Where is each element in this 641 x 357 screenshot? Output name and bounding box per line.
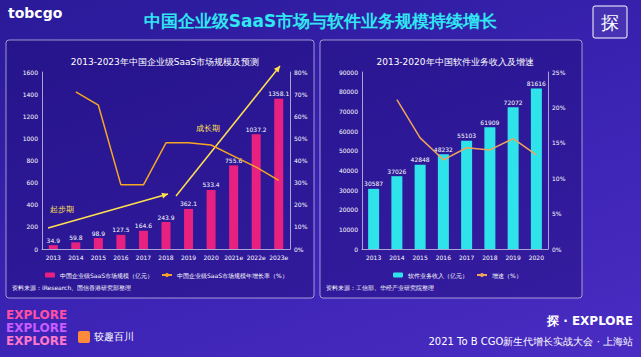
- svg-text:42848: 42848: [411, 156, 430, 163]
- svg-text:探: 探: [601, 12, 619, 33]
- svg-text:600: 600: [27, 179, 39, 186]
- svg-text:2013-2020年中国软件业务收入及增速: 2013-2020年中国软件业务收入及增速: [376, 57, 533, 67]
- svg-text:中国企业级SaaS市场与软件业务规模持续增长: 中国企业级SaaS市场与软件业务规模持续增长: [144, 11, 498, 31]
- svg-text:0%: 0%: [552, 246, 562, 253]
- svg-text:90000: 90000: [339, 69, 358, 76]
- svg-text:70%: 70%: [294, 91, 308, 98]
- svg-text:30%: 30%: [294, 179, 308, 186]
- svg-text:2020: 2020: [529, 254, 544, 261]
- svg-text:30587: 30587: [364, 180, 383, 187]
- svg-text:1358.1: 1358.1: [268, 90, 289, 97]
- svg-text:80000: 80000: [339, 88, 358, 95]
- svg-text:2013: 2013: [46, 254, 61, 261]
- svg-text:1000: 1000: [23, 135, 38, 142]
- svg-text:EXPLORE: EXPLORE: [6, 321, 67, 335]
- svg-text:48232: 48232: [434, 146, 453, 153]
- svg-text:81616: 81616: [527, 80, 546, 87]
- svg-text:50%: 50%: [294, 135, 308, 142]
- svg-text:1400: 1400: [23, 91, 38, 98]
- svg-text:较趣百川: 较趣百川: [94, 331, 134, 342]
- svg-text:2019: 2019: [181, 254, 196, 261]
- svg-text:中国企业级SaaS市场规模年增长率（%）: 中国企业级SaaS市场规模年增长率（%）: [177, 272, 288, 280]
- svg-text:20%: 20%: [552, 104, 566, 111]
- svg-text:40000: 40000: [339, 167, 358, 174]
- svg-text:2013: 2013: [366, 254, 381, 261]
- svg-text:2020: 2020: [203, 254, 218, 261]
- svg-text:20%: 20%: [294, 201, 308, 208]
- svg-text:2017: 2017: [459, 254, 474, 261]
- svg-text:2017: 2017: [136, 254, 151, 261]
- svg-text:2021 To B CGO新生代增长实战大会 · 上海站: 2021 To B CGO新生代增长实战大会 · 上海站: [428, 336, 633, 347]
- svg-text:2013-2023年中国企业级SaaS市场规模及预测: 2013-2023年中国企业级SaaS市场规模及预测: [71, 57, 260, 67]
- svg-text:2014: 2014: [389, 254, 404, 261]
- svg-text:资料来源：iResearch、国信香港研究部整理: 资料来源：iResearch、国信香港研究部整理: [12, 284, 131, 291]
- svg-text:起步期: 起步期: [50, 205, 74, 214]
- svg-text:2015: 2015: [412, 254, 427, 261]
- svg-text:127.5: 127.5: [112, 226, 129, 233]
- svg-text:2019: 2019: [505, 254, 520, 261]
- svg-text:1600: 1600: [23, 69, 38, 76]
- svg-text:tobcgo: tobcgo: [8, 5, 63, 21]
- svg-text:61909: 61909: [480, 119, 499, 126]
- svg-text:2014: 2014: [68, 254, 83, 261]
- svg-text:60%: 60%: [294, 113, 308, 120]
- svg-text:中国企业级SaaS市场规模（亿元）: 中国企业级SaaS市场规模（亿元）: [60, 272, 153, 280]
- svg-text:40%: 40%: [294, 157, 308, 164]
- svg-text:2018: 2018: [482, 254, 497, 261]
- svg-text:800: 800: [27, 157, 39, 164]
- svg-text:1037.2: 1037.2: [246, 126, 267, 133]
- svg-text:37026: 37026: [387, 168, 406, 175]
- svg-text:70000: 70000: [339, 108, 358, 115]
- svg-text:2021e: 2021e: [224, 254, 243, 261]
- svg-text:5%: 5%: [552, 210, 562, 217]
- svg-text:0: 0: [34, 246, 38, 253]
- svg-text:60000: 60000: [339, 128, 358, 135]
- svg-text:探 · EXPLORE: 探 · EXPLORE: [546, 314, 633, 328]
- svg-text:10000: 10000: [339, 226, 358, 233]
- svg-text:98.9: 98.9: [92, 230, 106, 237]
- svg-text:755.6: 755.6: [225, 157, 242, 164]
- svg-text:2023e: 2023e: [269, 254, 288, 261]
- svg-text:533.4: 533.4: [202, 181, 219, 188]
- svg-text:80%: 80%: [294, 69, 308, 76]
- svg-text:2016: 2016: [113, 254, 128, 261]
- svg-text:资料来源：工信部、华经产业研究院整理: 资料来源：工信部、华经产业研究院整理: [326, 284, 434, 291]
- svg-text:164.6: 164.6: [135, 222, 152, 229]
- svg-text:10%: 10%: [294, 223, 308, 230]
- svg-text:2022e: 2022e: [247, 254, 266, 261]
- svg-text:15%: 15%: [552, 139, 566, 146]
- svg-text:50000: 50000: [339, 147, 358, 154]
- svg-text:400: 400: [27, 201, 39, 208]
- svg-text:2015: 2015: [91, 254, 106, 261]
- svg-text:72072: 72072: [504, 99, 523, 106]
- svg-text:59.8: 59.8: [69, 234, 83, 241]
- svg-text:EXPLORE: EXPLORE: [6, 334, 67, 348]
- svg-text:0%: 0%: [294, 246, 304, 253]
- svg-text:34.9: 34.9: [47, 237, 61, 244]
- svg-text:软件业务收入（亿元）: 软件业务收入（亿元）: [408, 272, 468, 280]
- svg-text:成长期: 成长期: [196, 124, 220, 133]
- svg-text:55103: 55103: [457, 132, 476, 139]
- svg-text:EXPLORE: EXPLORE: [6, 308, 67, 322]
- svg-text:200: 200: [27, 223, 39, 230]
- svg-text:2016: 2016: [436, 254, 451, 261]
- svg-text:10%: 10%: [552, 175, 566, 182]
- svg-text:0: 0: [354, 246, 358, 253]
- svg-text:1200: 1200: [23, 113, 38, 120]
- svg-text:362.1: 362.1: [180, 200, 197, 207]
- svg-text:增速（%）: 增速（%）: [491, 272, 522, 280]
- svg-text:20000: 20000: [339, 206, 358, 213]
- svg-text:2018: 2018: [158, 254, 173, 261]
- svg-text:243.9: 243.9: [157, 214, 174, 221]
- svg-text:25%: 25%: [552, 69, 566, 76]
- svg-text:30000: 30000: [339, 187, 358, 194]
